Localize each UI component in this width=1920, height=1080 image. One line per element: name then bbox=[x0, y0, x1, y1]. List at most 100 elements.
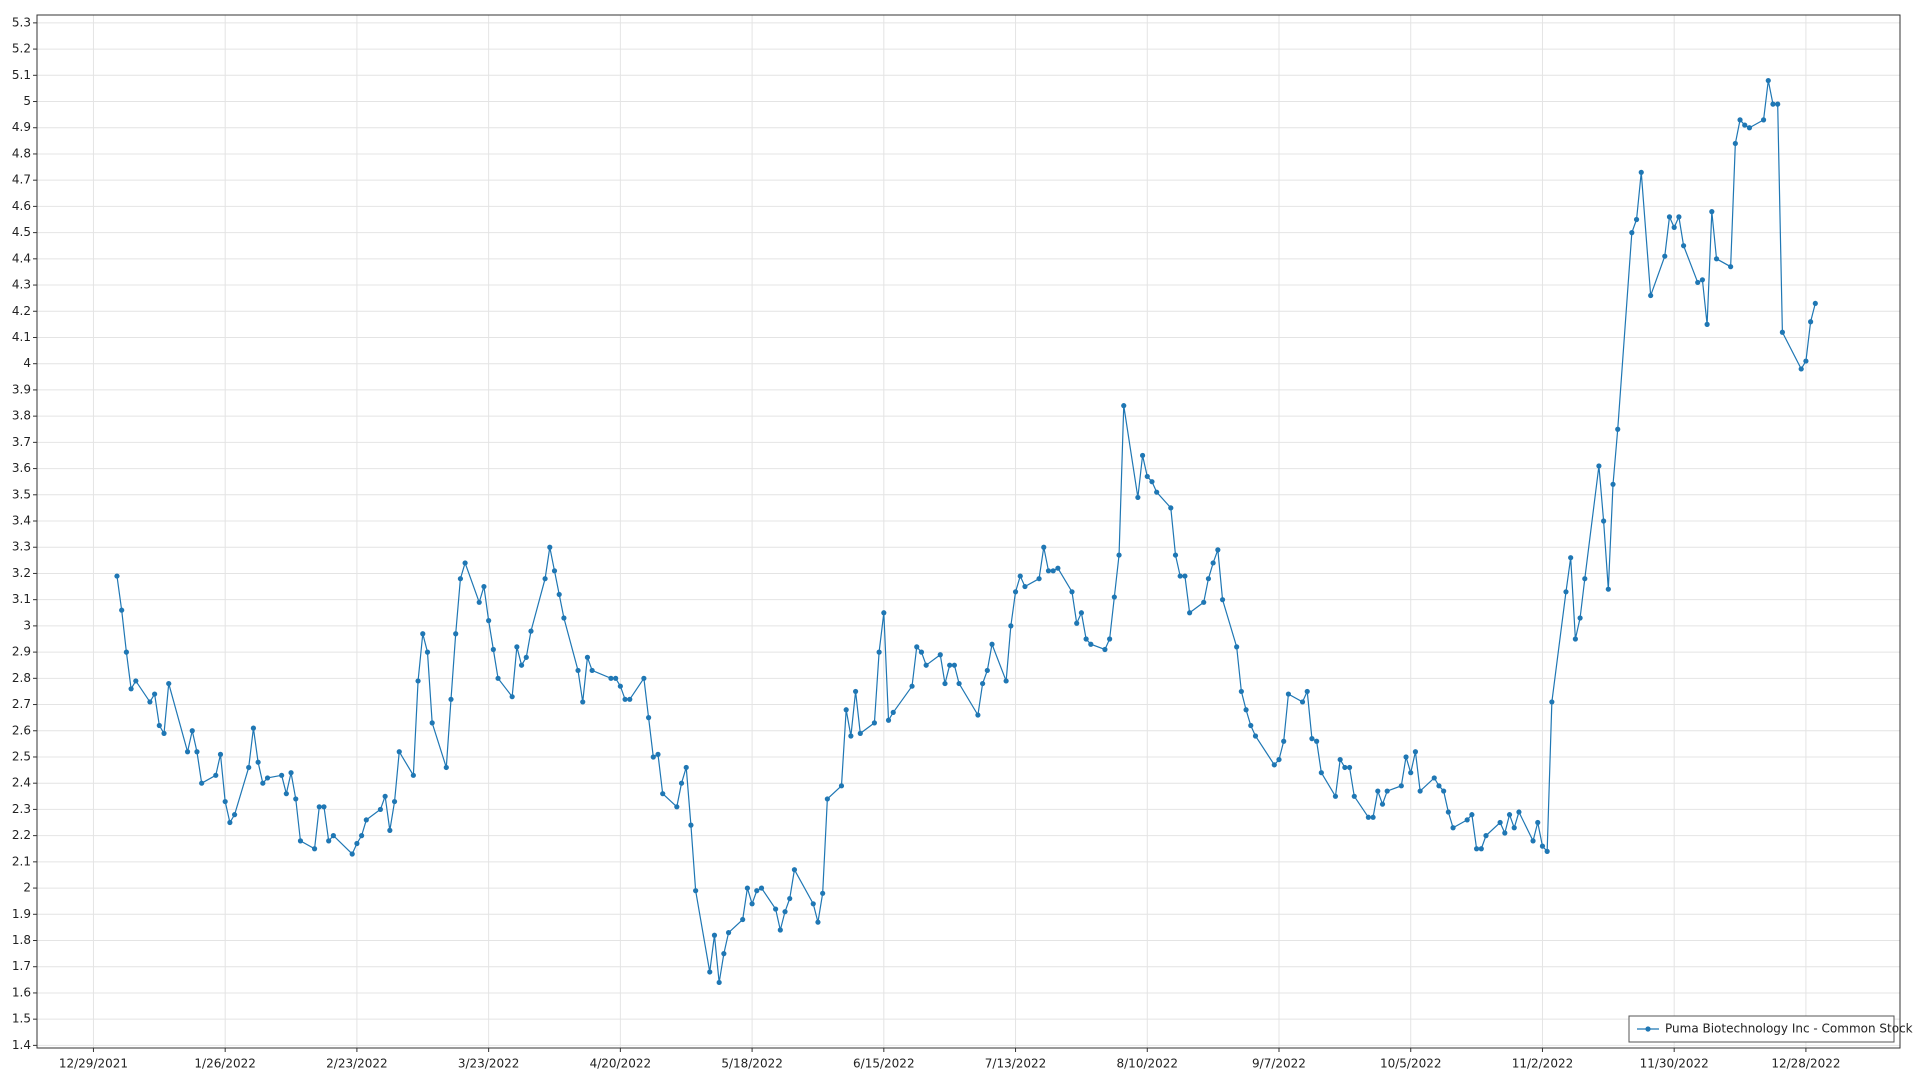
data-point bbox=[580, 699, 586, 705]
data-point bbox=[791, 867, 798, 873]
data-point bbox=[283, 791, 289, 797]
data-point bbox=[707, 969, 713, 975]
data-point bbox=[1412, 749, 1419, 755]
y-tick-label: 4.1 bbox=[12, 330, 31, 344]
y-tick-label: 5.2 bbox=[12, 42, 31, 56]
data-point bbox=[575, 667, 581, 674]
x-tick-label: 12/29/2021 bbox=[59, 1057, 128, 1071]
data-point bbox=[1676, 214, 1682, 220]
data-point bbox=[1441, 788, 1447, 794]
x-tick-label: 11/30/2022 bbox=[1640, 1057, 1709, 1071]
data-point bbox=[1055, 565, 1061, 571]
data-point bbox=[721, 951, 727, 957]
data-point bbox=[1779, 329, 1785, 335]
data-point bbox=[1102, 646, 1108, 653]
y-tick-label: 2.8 bbox=[12, 671, 31, 685]
data-point bbox=[838, 783, 845, 789]
data-point bbox=[1450, 825, 1456, 831]
x-tick-label: 1/26/2022 bbox=[194, 1057, 256, 1071]
data-point bbox=[391, 798, 398, 805]
y-tick-label: 3.1 bbox=[12, 592, 31, 606]
data-point bbox=[608, 675, 614, 681]
data-point bbox=[1187, 610, 1193, 616]
data-point bbox=[650, 754, 656, 760]
data-point bbox=[547, 544, 553, 550]
data-point bbox=[1601, 518, 1607, 524]
data-point bbox=[674, 804, 680, 810]
data-point bbox=[810, 901, 816, 907]
data-point bbox=[777, 927, 783, 933]
data-point bbox=[457, 576, 464, 582]
data-point bbox=[1135, 494, 1141, 501]
y-tick-label: 2.4 bbox=[12, 776, 31, 790]
data-point bbox=[349, 851, 355, 857]
data-point bbox=[1699, 277, 1706, 283]
data-point bbox=[1215, 547, 1221, 553]
y-tick-label: 4.5 bbox=[12, 225, 31, 239]
x-tick-label: 2/23/2022 bbox=[326, 1057, 388, 1071]
x-tick-label: 6/15/2022 bbox=[853, 1057, 915, 1071]
data-point bbox=[881, 610, 887, 616]
data-point bbox=[199, 780, 205, 786]
y-tick-label: 4.7 bbox=[12, 173, 31, 187]
data-point bbox=[660, 791, 666, 797]
data-point bbox=[942, 680, 948, 687]
data-point bbox=[1695, 279, 1701, 286]
data-point bbox=[1304, 688, 1310, 695]
data-point bbox=[1088, 641, 1094, 647]
data-point bbox=[1172, 552, 1179, 558]
data-point bbox=[1243, 707, 1249, 713]
data-point bbox=[213, 772, 219, 778]
y-tick-label: 3.8 bbox=[12, 409, 31, 423]
data-point bbox=[1742, 122, 1748, 128]
series-line bbox=[116, 80, 1816, 983]
data-point bbox=[297, 838, 304, 844]
data-point bbox=[396, 749, 402, 755]
y-tick-label: 2.2 bbox=[12, 828, 31, 842]
data-point bbox=[189, 728, 195, 734]
data-point bbox=[1728, 264, 1734, 270]
data-point bbox=[1506, 812, 1513, 818]
data-point bbox=[876, 649, 882, 655]
y-tick-label: 4 bbox=[23, 356, 31, 370]
data-point bbox=[246, 764, 252, 771]
data-point bbox=[222, 798, 228, 805]
data-point bbox=[481, 583, 487, 590]
data-point bbox=[824, 796, 830, 802]
data-point bbox=[1201, 599, 1207, 605]
data-point bbox=[744, 885, 750, 891]
y-tick-label: 5.1 bbox=[12, 68, 31, 82]
data-point bbox=[937, 652, 943, 658]
data-point bbox=[1337, 756, 1343, 763]
y-tick-label: 2.3 bbox=[12, 802, 31, 816]
data-point bbox=[1530, 838, 1536, 844]
data-point bbox=[1671, 224, 1677, 230]
data-point bbox=[410, 772, 416, 778]
data-point bbox=[980, 680, 986, 687]
data-point bbox=[1502, 830, 1508, 836]
data-point bbox=[227, 819, 233, 826]
data-point bbox=[989, 641, 995, 647]
data-point bbox=[424, 649, 431, 655]
data-point bbox=[147, 699, 153, 705]
data-point bbox=[377, 806, 384, 813]
data-point bbox=[641, 675, 647, 681]
data-point bbox=[453, 631, 459, 637]
legend-label: Puma Biotechnology Inc - Common Stock bbox=[1665, 1022, 1913, 1036]
data-point bbox=[871, 720, 878, 726]
data-point bbox=[617, 683, 623, 689]
y-tick-label: 3.9 bbox=[12, 382, 31, 396]
data-point bbox=[1436, 783, 1442, 789]
data-point bbox=[1234, 644, 1240, 650]
data-point bbox=[1252, 733, 1259, 739]
y-tick-label: 4.4 bbox=[12, 251, 31, 265]
y-tick-label: 2 bbox=[23, 881, 31, 895]
data-point bbox=[1610, 481, 1616, 487]
data-point bbox=[1431, 775, 1437, 781]
data-point bbox=[387, 827, 393, 833]
data-point bbox=[462, 560, 468, 566]
data-point bbox=[956, 680, 962, 687]
data-point bbox=[1111, 594, 1117, 600]
data-point bbox=[1384, 788, 1390, 794]
